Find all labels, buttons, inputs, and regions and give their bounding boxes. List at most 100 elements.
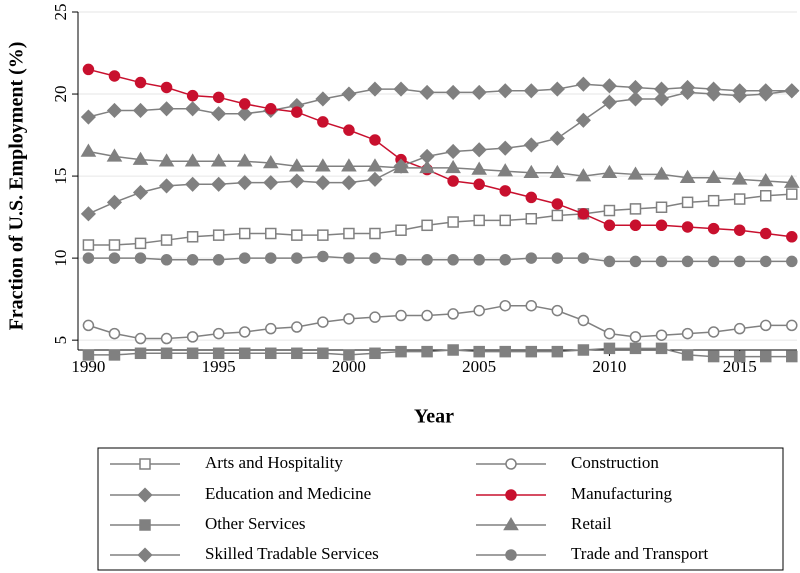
data-point bbox=[786, 350, 798, 363]
x-tick-label: 1990 bbox=[71, 357, 105, 376]
data-point bbox=[499, 345, 511, 358]
data-point bbox=[603, 342, 616, 355]
legend-label: Trade and Transport bbox=[571, 544, 709, 563]
data-point bbox=[499, 299, 511, 312]
data-point bbox=[629, 342, 642, 355]
data-point bbox=[369, 227, 381, 240]
data-point bbox=[265, 322, 277, 335]
data-point bbox=[655, 201, 668, 214]
data-point bbox=[341, 175, 357, 191]
y-tick-label: 5 bbox=[51, 336, 70, 345]
data-point bbox=[341, 86, 357, 102]
data-point bbox=[237, 175, 253, 191]
data-point bbox=[681, 221, 694, 233]
data-point bbox=[421, 345, 433, 358]
legend-label: Other Services bbox=[205, 514, 306, 533]
data-point bbox=[445, 159, 461, 174]
data-point bbox=[575, 168, 592, 182]
data-point bbox=[237, 106, 253, 122]
data-point bbox=[341, 158, 357, 172]
data-point bbox=[134, 237, 147, 250]
data-point bbox=[706, 86, 722, 102]
data-point bbox=[132, 151, 149, 165]
data-point bbox=[551, 198, 564, 210]
data-point bbox=[317, 347, 329, 360]
data-point bbox=[447, 254, 459, 266]
data-point bbox=[106, 148, 123, 162]
data-point bbox=[471, 161, 487, 175]
data-point bbox=[80, 143, 97, 157]
data-point bbox=[629, 219, 642, 232]
data-point bbox=[473, 254, 485, 266]
data-point bbox=[106, 102, 123, 119]
data-point bbox=[160, 254, 173, 266]
data-point bbox=[108, 349, 121, 361]
data-point bbox=[186, 231, 199, 243]
legend-marker bbox=[139, 519, 151, 531]
data-point bbox=[134, 332, 147, 345]
data-point bbox=[629, 331, 642, 343]
data-point bbox=[159, 101, 175, 117]
legend-marker bbox=[503, 517, 519, 531]
data-point bbox=[681, 349, 694, 361]
data-point bbox=[523, 83, 539, 99]
data-point bbox=[758, 86, 774, 102]
data-point bbox=[525, 212, 538, 225]
data-point bbox=[497, 163, 514, 177]
data-point bbox=[395, 345, 407, 358]
data-point bbox=[421, 254, 433, 266]
data-point bbox=[759, 319, 772, 332]
data-point bbox=[733, 350, 746, 363]
data-point bbox=[551, 345, 564, 358]
data-point bbox=[759, 350, 772, 363]
data-point bbox=[80, 109, 96, 125]
data-point bbox=[343, 252, 355, 264]
data-point bbox=[317, 229, 329, 241]
data-point bbox=[367, 158, 383, 172]
data-point bbox=[680, 84, 696, 100]
data-point bbox=[186, 331, 199, 343]
data-point bbox=[549, 81, 565, 97]
data-point bbox=[707, 350, 720, 363]
legend-label: Arts and Hospitality bbox=[205, 453, 343, 472]
data-point bbox=[707, 222, 720, 235]
data-point bbox=[447, 344, 459, 356]
data-point bbox=[315, 158, 331, 172]
x-tick-label: 2015 bbox=[723, 357, 757, 376]
data-point bbox=[291, 252, 303, 264]
data-point bbox=[82, 252, 95, 264]
data-point bbox=[158, 153, 175, 167]
data-point bbox=[393, 81, 409, 97]
data-point bbox=[499, 254, 511, 266]
data-point bbox=[577, 208, 590, 220]
data-point bbox=[236, 153, 253, 167]
data-point bbox=[759, 190, 772, 202]
legend-marker bbox=[505, 489, 517, 501]
data-point bbox=[134, 347, 147, 360]
legend-box bbox=[97, 447, 784, 571]
data-point bbox=[421, 219, 433, 232]
data-point bbox=[627, 166, 644, 180]
y-axis-label: Fraction of U.S. Employment (%) bbox=[6, 42, 28, 331]
data-point bbox=[238, 98, 251, 110]
data-point bbox=[603, 327, 616, 340]
data-point bbox=[265, 103, 277, 115]
legend-marker bbox=[139, 458, 151, 470]
legend-marker bbox=[505, 458, 517, 470]
data-point bbox=[289, 158, 305, 172]
data-point bbox=[733, 255, 746, 268]
x-tick-label: 2000 bbox=[332, 357, 366, 376]
data-point bbox=[733, 193, 746, 205]
data-point bbox=[369, 252, 381, 264]
data-point bbox=[419, 84, 435, 100]
data-point bbox=[238, 347, 251, 360]
data-point bbox=[210, 153, 227, 167]
data-point bbox=[759, 227, 772, 240]
data-point bbox=[186, 89, 199, 102]
data-point bbox=[601, 78, 617, 94]
data-point bbox=[132, 184, 149, 201]
data-point bbox=[212, 327, 225, 340]
data-point bbox=[186, 347, 199, 360]
series-line bbox=[88, 90, 792, 215]
data-point bbox=[681, 255, 694, 268]
